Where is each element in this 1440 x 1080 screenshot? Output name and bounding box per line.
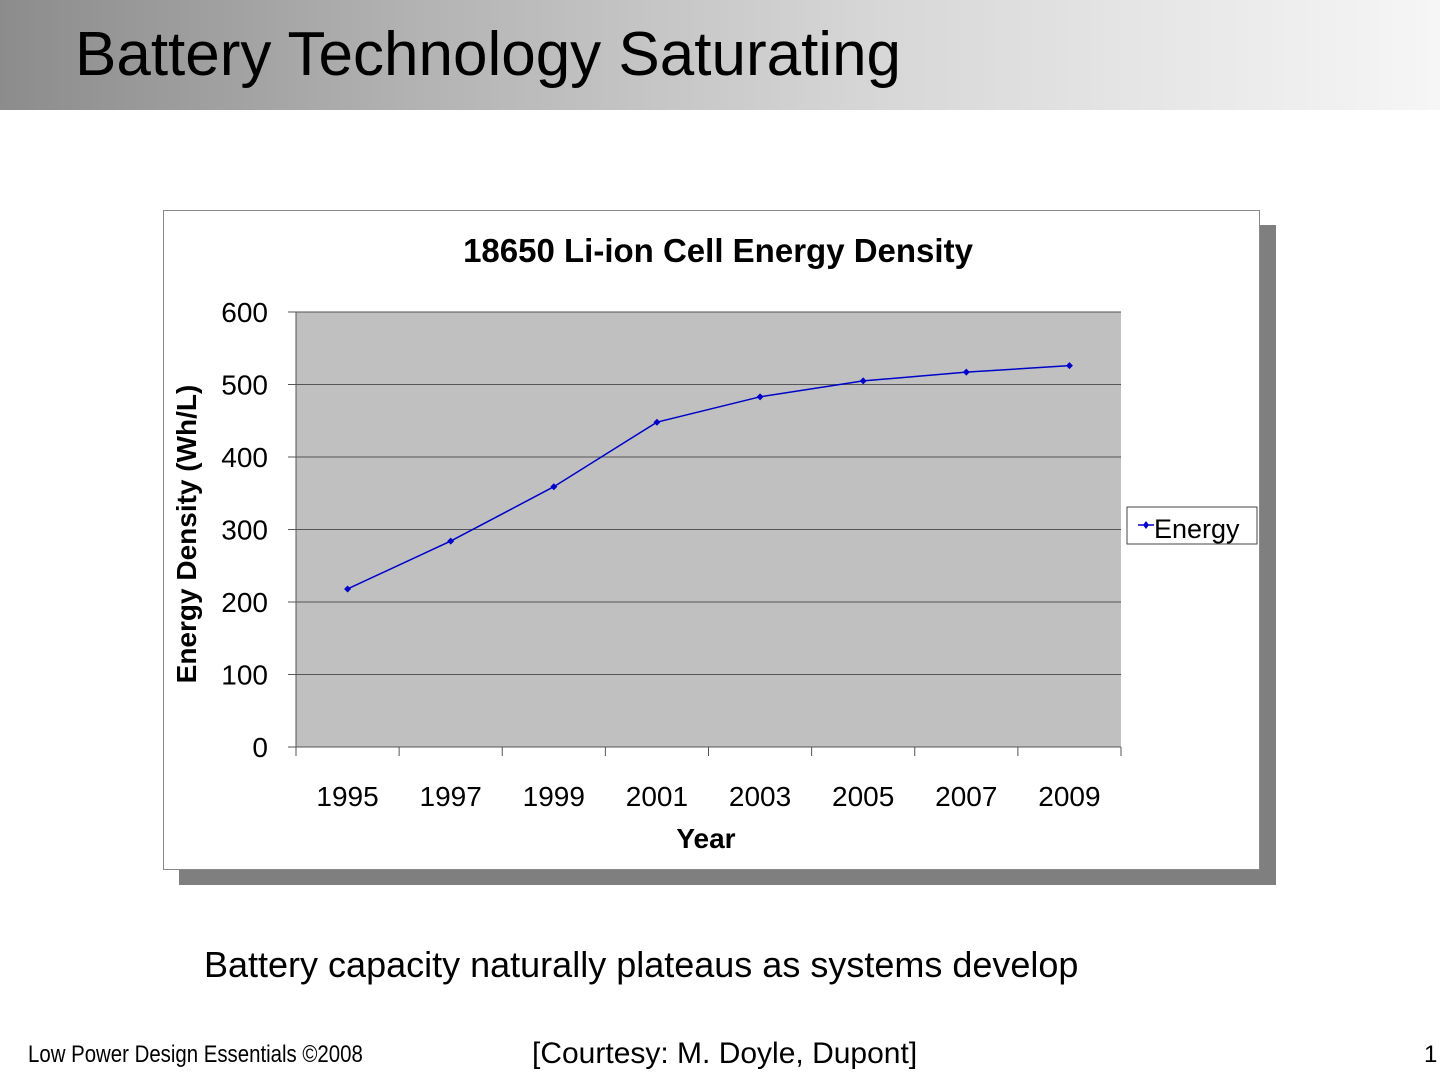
y-tick-label: 200 <box>221 587 268 618</box>
y-tick-label: 300 <box>221 515 268 546</box>
legend-label-energy: Energy <box>1154 514 1240 544</box>
legend: Energy <box>1126 506 1258 545</box>
x-tick-label: 2005 <box>832 781 894 812</box>
y-tick-label: 400 <box>221 442 268 473</box>
slide-subtitle: Battery capacity naturally plateaus as s… <box>204 944 1079 985</box>
y-tick-label: 0 <box>252 732 268 763</box>
x-tick-label: 1999 <box>523 781 585 812</box>
x-tick-label: 1997 <box>420 781 482 812</box>
slide-title: Battery Technology Saturating <box>75 20 902 89</box>
x-tick-label: 1995 <box>316 781 378 812</box>
y-axis-label: Energy Density (Wh/L) <box>171 385 202 684</box>
data-point-marker <box>550 483 558 491</box>
footer-course-title: Low Power Design Essentials ©2008 <box>28 1041 363 1068</box>
data-point-marker <box>653 418 661 426</box>
legend-marker-diamond-icon <box>1143 521 1149 529</box>
data-point-marker <box>962 368 970 376</box>
x-axis-label: Year <box>676 823 735 854</box>
y-tick-label: 600 <box>221 297 268 328</box>
series-line-energy <box>347 364 1070 590</box>
y-tick-label: 500 <box>221 370 268 401</box>
footer-courtesy: [Courtesy: M. Doyle, Dupont] <box>532 1037 918 1070</box>
data-point-marker <box>1065 362 1073 370</box>
data-point-marker <box>756 393 764 401</box>
x-tick-label: 2009 <box>1038 781 1100 812</box>
chart-title: 18650 Li-ion Cell Energy Density <box>463 232 973 269</box>
x-tick-label: 2007 <box>935 781 997 812</box>
x-tick-label: 2003 <box>729 781 791 812</box>
page-number: 1 <box>1424 1041 1438 1068</box>
x-tick-label: 2001 <box>626 781 688 812</box>
y-tick-label: 100 <box>221 660 268 691</box>
data-point-marker <box>447 537 455 545</box>
data-point-marker <box>859 377 867 385</box>
data-point-marker <box>344 585 352 593</box>
title-bar: Battery Technology Saturating <box>0 0 1440 110</box>
